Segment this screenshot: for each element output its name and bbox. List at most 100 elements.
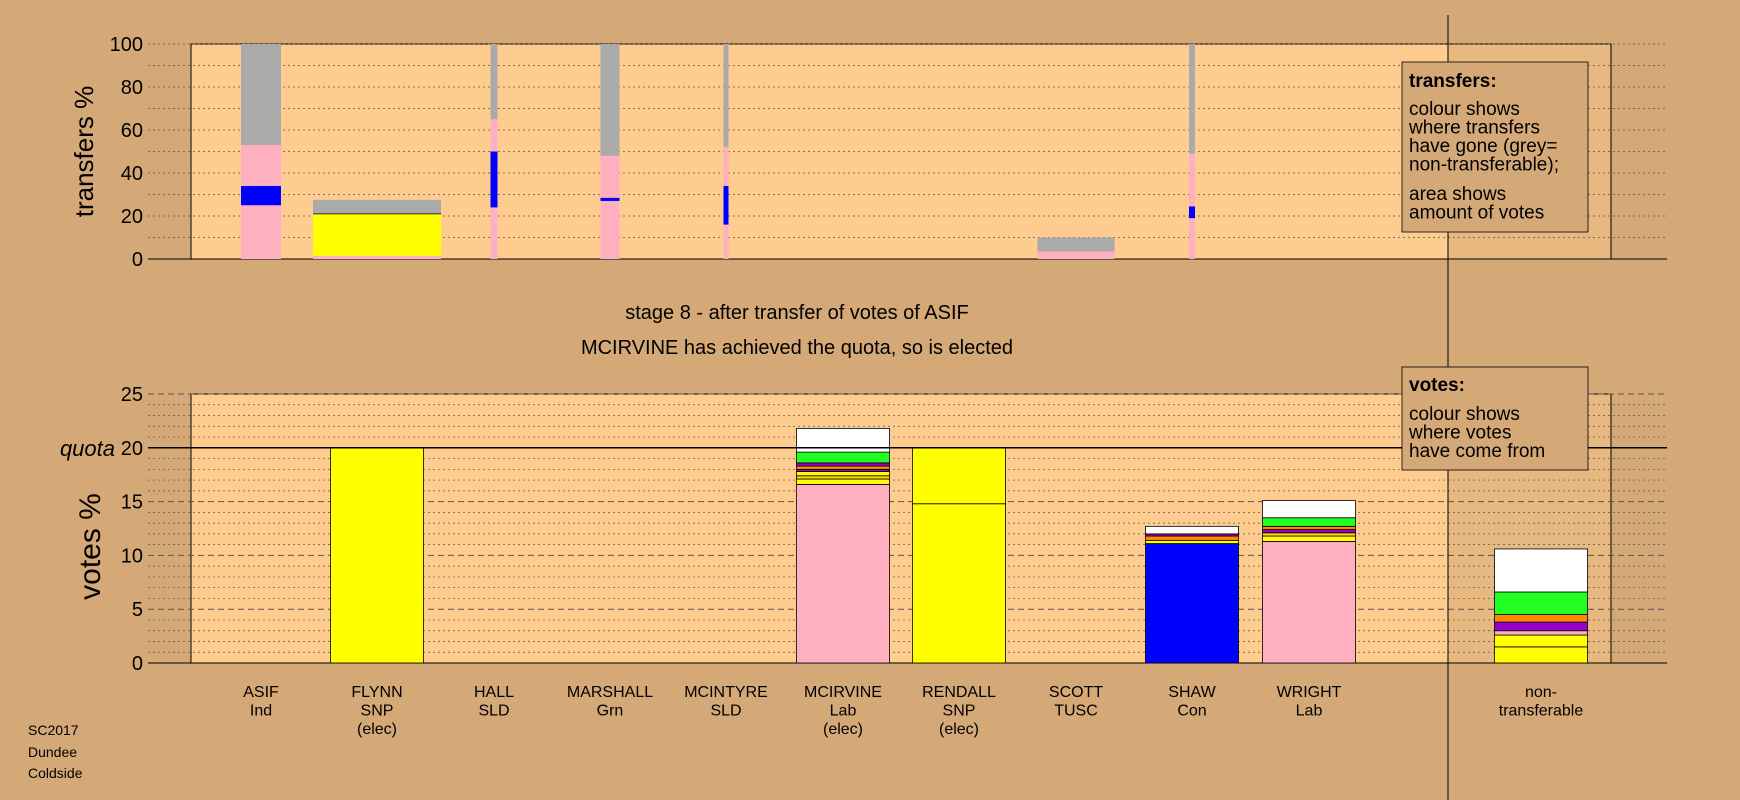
transfer-bar-segment xyxy=(1037,251,1115,259)
vote-bar-segment xyxy=(796,428,890,453)
votes-y-axis-label: votes % xyxy=(74,493,107,600)
transfer-bar-segment xyxy=(490,151,498,208)
vote-bar-segment xyxy=(1262,525,1356,530)
vote-bar-segment xyxy=(796,451,890,464)
candidate-label: HALL xyxy=(474,684,514,701)
candidate-label: SLD xyxy=(710,703,741,720)
transfers-y-axis-label: transfers % xyxy=(69,86,99,218)
vote-bar-segment xyxy=(796,475,890,480)
legend-transfers-text: where transfers xyxy=(1408,118,1540,139)
candidate-label: ASIF xyxy=(243,684,279,701)
vote-bar-segment xyxy=(1262,500,1356,519)
caption-election: SC2017 xyxy=(28,722,79,738)
candidate-label: (elec) xyxy=(823,721,863,738)
transfer-bar-segment xyxy=(241,145,281,186)
candidate-label: FLYNN xyxy=(351,684,402,701)
candidate-label: SHAW xyxy=(1168,684,1216,701)
vote-bar-segment xyxy=(796,462,890,467)
transfer-bar-segment xyxy=(723,224,729,259)
votes-y-tick-label: 15 xyxy=(121,492,143,514)
transfer-bar-segment xyxy=(313,255,441,259)
transfer-bar-segment xyxy=(313,199,441,214)
vote-bar-segment xyxy=(1494,646,1588,664)
candidate-label: Ind xyxy=(250,703,272,720)
legend-transfers-text: area shows xyxy=(1409,184,1506,205)
legend-votes-text: have come from xyxy=(1409,441,1545,462)
transfers-y-tick-label: 100 xyxy=(110,34,143,56)
transfer-bar-segment xyxy=(241,185,281,206)
caption-ward: Coldside xyxy=(28,765,83,781)
vote-bar-segment xyxy=(1262,541,1356,664)
election-caption: SC2017 Dundee Coldside xyxy=(28,720,82,785)
candidate-label: Con xyxy=(1177,703,1206,720)
legend-votes-text: where votes xyxy=(1408,423,1511,444)
vote-bar-segment xyxy=(1145,535,1239,541)
transfer-bar-segment xyxy=(600,197,620,201)
vote-bar-segment xyxy=(1494,630,1588,636)
transfer-bar-segment xyxy=(600,44,620,156)
transfers-y-tick-label: 40 xyxy=(121,163,143,185)
transfer-bar-segment xyxy=(1189,218,1195,259)
vote-bar-segment xyxy=(1262,532,1356,537)
vote-bar-segment xyxy=(1145,539,1239,544)
transfer-bar-segment xyxy=(1189,44,1195,154)
candidate-label: RENDALL xyxy=(922,684,996,701)
candidate-label: TUSC xyxy=(1054,703,1098,720)
vote-bar-segment xyxy=(912,447,1006,505)
vote-bar-segment xyxy=(796,465,890,470)
vote-bar-segment xyxy=(1494,621,1588,632)
quota-label: quota xyxy=(60,436,115,461)
candidate-label: Lab xyxy=(830,703,857,720)
votes-y-tick-label: 5 xyxy=(132,599,143,621)
vote-bar-segment xyxy=(912,503,1006,664)
votes-y-tick-label: 0 xyxy=(132,653,143,675)
candidate-label: SLD xyxy=(478,703,509,720)
legend-votes-text: colour shows xyxy=(1409,404,1520,425)
candidate-label: WRIGHT xyxy=(1277,684,1342,701)
transfer-bar-segment xyxy=(241,205,281,259)
legend-transfers-text: colour shows xyxy=(1409,99,1520,120)
candidate-label: Lab xyxy=(1296,703,1323,720)
transfer-bar-segment xyxy=(490,44,498,120)
legend-transfers-heading: transfers: xyxy=(1409,71,1497,92)
vote-bar-segment xyxy=(796,478,890,485)
vote-bar-segment xyxy=(1262,529,1356,534)
transfer-bar-segment xyxy=(490,207,498,259)
votes-y-tick-label: 10 xyxy=(121,545,143,567)
vote-bar-segment xyxy=(796,483,890,664)
vote-bar-segment xyxy=(1262,535,1356,542)
transfer-bar-segment xyxy=(600,155,620,198)
transfer-bar-segment xyxy=(1189,153,1195,207)
transfers-y-tick-label: 20 xyxy=(121,206,143,228)
candidate-label: SNP xyxy=(361,703,394,720)
candidate-label: transferable xyxy=(1499,703,1584,720)
legend-votes-box xyxy=(1401,366,1589,471)
candidate-label: SCOTT xyxy=(1049,684,1103,701)
legend-transfers-text: amount of votes xyxy=(1409,203,1544,224)
candidate-label: MCINTYRE xyxy=(684,684,768,701)
transfer-bar-segment xyxy=(490,119,498,152)
candidate-label: MARSHALL xyxy=(567,684,653,701)
legend-transfers-box xyxy=(1401,61,1589,233)
stage-title: stage 8 - after transfer of votes of ASI… xyxy=(625,302,969,324)
transfer-bar-segment xyxy=(723,185,729,225)
candidate-label: MCIRVINE xyxy=(804,684,882,701)
candidate-label: non- xyxy=(1525,684,1557,701)
vote-bar-segment xyxy=(1145,525,1239,535)
candidate-label: SNP xyxy=(943,703,976,720)
transfers-y-tick-label: 0 xyxy=(132,249,143,271)
legend-transfers-text: non-transferable); xyxy=(1409,155,1559,176)
candidate-label: (elec) xyxy=(939,721,979,738)
transfer-bar-segment xyxy=(241,44,281,146)
transfers-y-tick-label: 60 xyxy=(121,120,143,142)
transfer-bar-segment xyxy=(723,147,729,186)
transfers-y-tick-label: 80 xyxy=(121,77,143,99)
caption-council: Dundee xyxy=(28,743,78,760)
transfer-bar-segment xyxy=(1037,237,1115,252)
transfer-bar-segment xyxy=(1189,206,1195,219)
vote-bar-segment xyxy=(330,447,424,664)
candidate-label: Grn xyxy=(597,703,624,720)
vote-bar-segment xyxy=(796,471,890,477)
vote-bar-segment xyxy=(1494,614,1588,623)
candidate-label: (elec) xyxy=(357,721,397,738)
